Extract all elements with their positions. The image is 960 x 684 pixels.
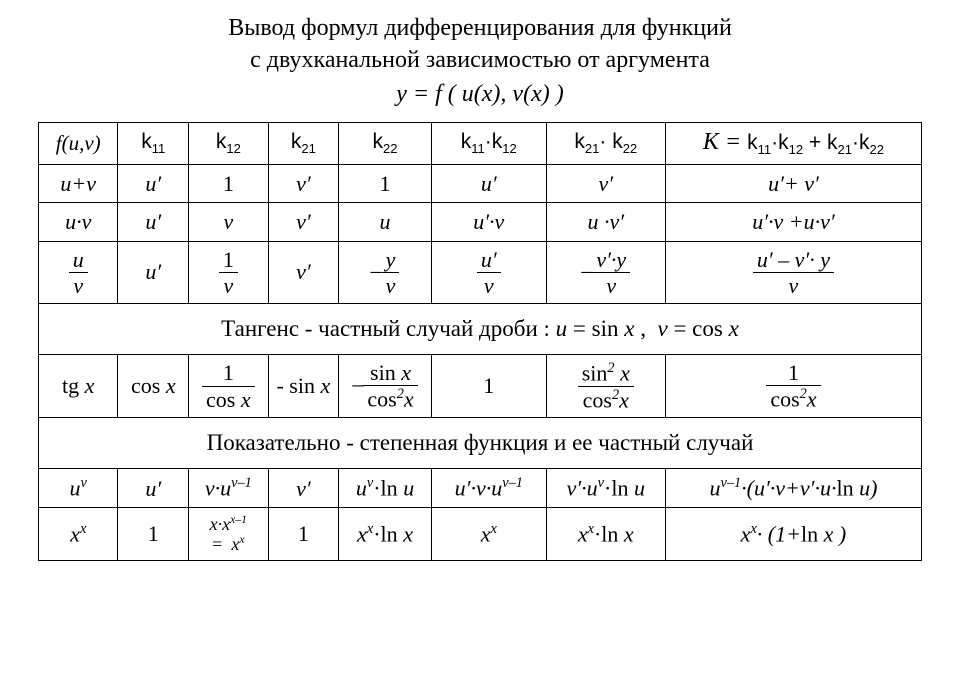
cell: xx·ln x xyxy=(546,508,665,561)
cell: v′ xyxy=(268,241,339,303)
cell: u′ xyxy=(118,241,189,303)
cell: u xyxy=(339,203,432,241)
cell: 1 xyxy=(431,355,546,418)
cell: –sin xcos2x xyxy=(339,355,432,418)
cell: v′ xyxy=(268,469,339,508)
header-k22: k22 xyxy=(339,122,432,164)
cell: uv xyxy=(39,241,118,303)
cell: - sin x xyxy=(268,355,339,418)
cell: xx· (1+ln x ) xyxy=(665,508,921,561)
title-block: Вывод формул дифференцирования для функц… xyxy=(38,12,922,77)
cell: tg x xyxy=(39,355,118,418)
cell: v′ xyxy=(268,164,339,202)
cell: 1cos x xyxy=(189,355,268,418)
header-k21k22: k21· k22 xyxy=(546,122,665,164)
title-formula: y = f ( u(x), v(x) ) xyxy=(38,81,922,108)
row-x-pow-x: xx 1 x·xx–1 = xx 1 xx·ln x xx xx·ln x xx… xyxy=(39,508,922,561)
section-tangent: Тангенс - частный случай дроби : u = sin… xyxy=(39,303,922,354)
cell: 1 xyxy=(339,164,432,202)
header-K: K = k11·k12 + k21·k22 xyxy=(665,122,921,164)
cell: 1 xyxy=(268,508,339,561)
section-tangent-text: Тангенс - частный случай дроби : u = sin… xyxy=(39,303,922,354)
cell: u′+ v′ xyxy=(665,164,921,202)
header-k11k12: k11·k12 xyxy=(431,122,546,164)
cell: u′ xyxy=(118,469,189,508)
cell: 1 cos2x xyxy=(665,355,921,418)
cell: x·xx–1 = xx xyxy=(189,508,268,561)
cell: u′ – v′· yv xyxy=(665,241,921,303)
derivative-table: f(u,v) k11 k12 k21 k22 k11·k12 k21· k22 … xyxy=(38,122,922,561)
cell: u′·v +u·v′ xyxy=(665,203,921,241)
section-power-text: Показательно - степенная функция и ее ча… xyxy=(39,417,922,468)
document-page: Вывод формул дифференцирования для функц… xyxy=(0,0,960,581)
cell: xx·ln x xyxy=(339,508,432,561)
cell: 1v xyxy=(189,241,268,303)
cell: xx xyxy=(39,508,118,561)
cell: u′ xyxy=(118,203,189,241)
row-product: u·v u′ v v′ u u′·v u ·v′ u′·v +u·v′ xyxy=(39,203,922,241)
cell: u′·v·uv–1 xyxy=(431,469,546,508)
cell: xx xyxy=(431,508,546,561)
cell: u′ xyxy=(118,164,189,202)
cell: uv xyxy=(39,469,118,508)
row-sum: u+v u′ 1 v′ 1 u′ v′ u′+ v′ xyxy=(39,164,922,202)
cell: u′ xyxy=(431,164,546,202)
title-line-2: с двухканальной зависимостью от аргумент… xyxy=(250,47,710,73)
cell: uv–1·(u′·v+v′·u·ln u) xyxy=(665,469,921,508)
cell: v′·uv·ln u xyxy=(546,469,665,508)
cell: u′·v xyxy=(431,203,546,241)
title-line-1: Вывод формул дифференцирования для функц… xyxy=(228,15,732,41)
cell: v′ xyxy=(268,203,339,241)
cell: 1 xyxy=(118,508,189,561)
cell: u ·v′ xyxy=(546,203,665,241)
cell: v xyxy=(189,203,268,241)
header-k21: k21 xyxy=(268,122,339,164)
cell: v·uv–1 xyxy=(189,469,268,508)
row-u-pow-v: uv u′ v·uv–1 v′ uv·ln u u′·v·uv–1 v′·uv·… xyxy=(39,469,922,508)
cell: uv·ln u xyxy=(339,469,432,508)
table-header-row: f(u,v) k11 k12 k21 k22 k11·k12 k21· k22 … xyxy=(39,122,922,164)
cell: –v′·yv xyxy=(546,241,665,303)
cell: u+v xyxy=(39,164,118,202)
cell: v′ xyxy=(546,164,665,202)
header-fuv: f(u,v) xyxy=(39,122,118,164)
cell: u′v xyxy=(431,241,546,303)
header-k11: k11 xyxy=(118,122,189,164)
row-tangent: tg x cos x 1cos x - sin x –sin xcos2x 1 … xyxy=(39,355,922,418)
cell: –yv xyxy=(339,241,432,303)
cell: cos x xyxy=(118,355,189,418)
cell: sin2 x cos2x xyxy=(546,355,665,418)
row-quotient: uv u′ 1v v′ –yv u′v –v′·yv u′ – v′· yv xyxy=(39,241,922,303)
cell: u·v xyxy=(39,203,118,241)
cell: 1 xyxy=(189,164,268,202)
section-power: Показательно - степенная функция и ее ча… xyxy=(39,417,922,468)
header-k12: k12 xyxy=(189,122,268,164)
